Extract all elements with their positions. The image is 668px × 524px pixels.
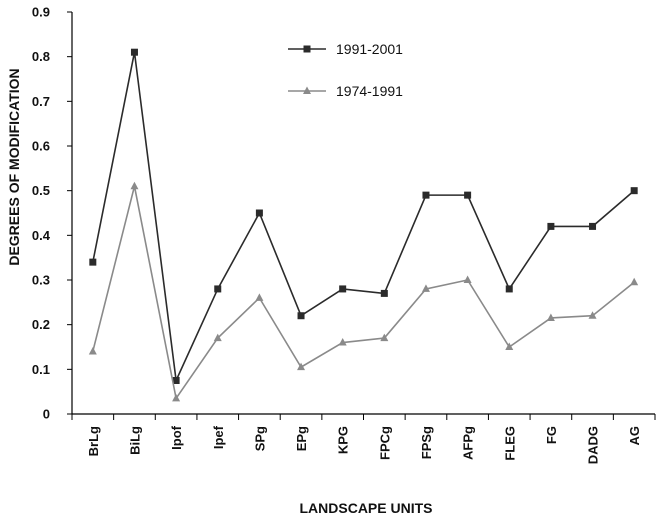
legend-marker [303,86,311,94]
data-point [546,313,555,321]
data-point [589,222,597,230]
data-point [339,285,347,293]
legend: 1991-2001 1974-1991 [288,41,403,99]
data-point [630,187,638,195]
series-layer [88,48,639,402]
data-point [547,222,555,230]
data-point [297,312,305,320]
y-tick-label: 0.4 [32,228,51,243]
legend-marker [303,45,311,53]
data-point [464,191,472,199]
series-line [92,52,635,384]
data-point [505,285,513,293]
y-tick-label: 0.5 [32,183,50,198]
data-point [380,289,388,297]
y-tick-label: 0.7 [32,94,50,109]
data-point [172,377,180,384]
x-tick-label: SPg [252,426,267,451]
x-tick-label: FPCg [377,426,392,460]
x-tick-label: Ipof [169,425,184,449]
data-point [213,333,222,342]
data-point [380,333,389,342]
data-point [255,293,264,301]
data-point [588,311,597,319]
x-tick-label: FG [544,426,559,444]
data-point [214,285,222,293]
x-tick-label: AFPg [461,426,476,460]
y-tick-label: 0 [43,407,50,422]
x-tick-label: DADG [586,426,601,464]
series-0 [89,48,638,384]
x-tick-label: BiLg [127,426,142,455]
y-tick-label: 0.9 [32,5,50,20]
data-point [88,346,97,355]
y-tick-label: 0.6 [32,139,50,154]
legend-label: 1974-1991 [336,83,403,99]
legend-label: 1991-2001 [336,41,403,57]
x-tick-label: BrLg [86,426,101,456]
x-tick-label: Ipef [211,425,226,449]
y-axis-ticks: 0 0.1 0.2 0.3 0.4 0.5 0.6 0.7 0.8 0.9 [32,5,72,422]
axes [71,12,655,415]
x-axis-title: LANDSCAPE UNITS [299,500,432,516]
data-point [172,393,181,402]
data-point [422,191,430,199]
data-point [89,258,97,266]
series-1 [88,181,639,402]
data-point [630,277,639,286]
x-tick-label: KPG [336,426,351,454]
x-axis-ticks: BrLg BiLg Ipof Ipef SPg EPg KPG FPCg FPSg AFPg FLE… [71,414,656,464]
data-point [421,284,430,292]
series-line [92,186,635,401]
y-tick-label: 0.8 [32,49,50,64]
x-tick-label: EPg [294,426,309,451]
x-tick-label: AG [627,426,642,446]
data-point [130,48,138,56]
data-point [130,181,139,190]
data-point [463,275,472,283]
x-tick-label: FPSg [419,426,434,459]
data-point [255,209,263,217]
data-point [338,338,347,346]
data-point [297,362,306,371]
y-tick-label: 0.3 [32,273,50,288]
x-tick-label: FLEG [502,426,517,461]
y-axis-title: DEGREES OF MODIFICATION [6,68,22,265]
y-tick-label: 0.2 [32,317,50,332]
y-tick-label: 0.1 [32,362,50,377]
data-point [505,342,514,350]
